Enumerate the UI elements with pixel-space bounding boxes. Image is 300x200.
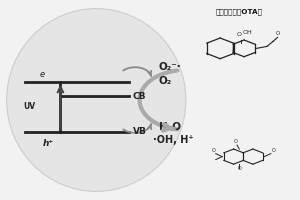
Text: O₂: O₂ — [159, 76, 172, 86]
Text: OH: OH — [242, 30, 252, 35]
Text: h⁺: h⁺ — [43, 139, 54, 148]
Text: CB: CB — [133, 92, 146, 101]
Text: 赭曲霉毒素（OTA）: 赭曲霉毒素（OTA） — [216, 9, 263, 15]
Text: e: e — [40, 70, 45, 79]
Text: VB: VB — [133, 127, 147, 136]
Text: O: O — [212, 148, 216, 153]
Text: ·OH, H⁺: ·OH, H⁺ — [153, 135, 194, 145]
Text: O: O — [237, 166, 241, 171]
Text: O₂⁻·: O₂⁻· — [159, 62, 182, 72]
Text: O: O — [276, 31, 280, 36]
Ellipse shape — [7, 9, 186, 191]
Text: O: O — [237, 32, 242, 37]
Text: UV: UV — [23, 102, 35, 111]
Text: O: O — [234, 139, 238, 144]
Text: O: O — [271, 148, 275, 153]
Text: H₂O: H₂O — [159, 122, 181, 132]
